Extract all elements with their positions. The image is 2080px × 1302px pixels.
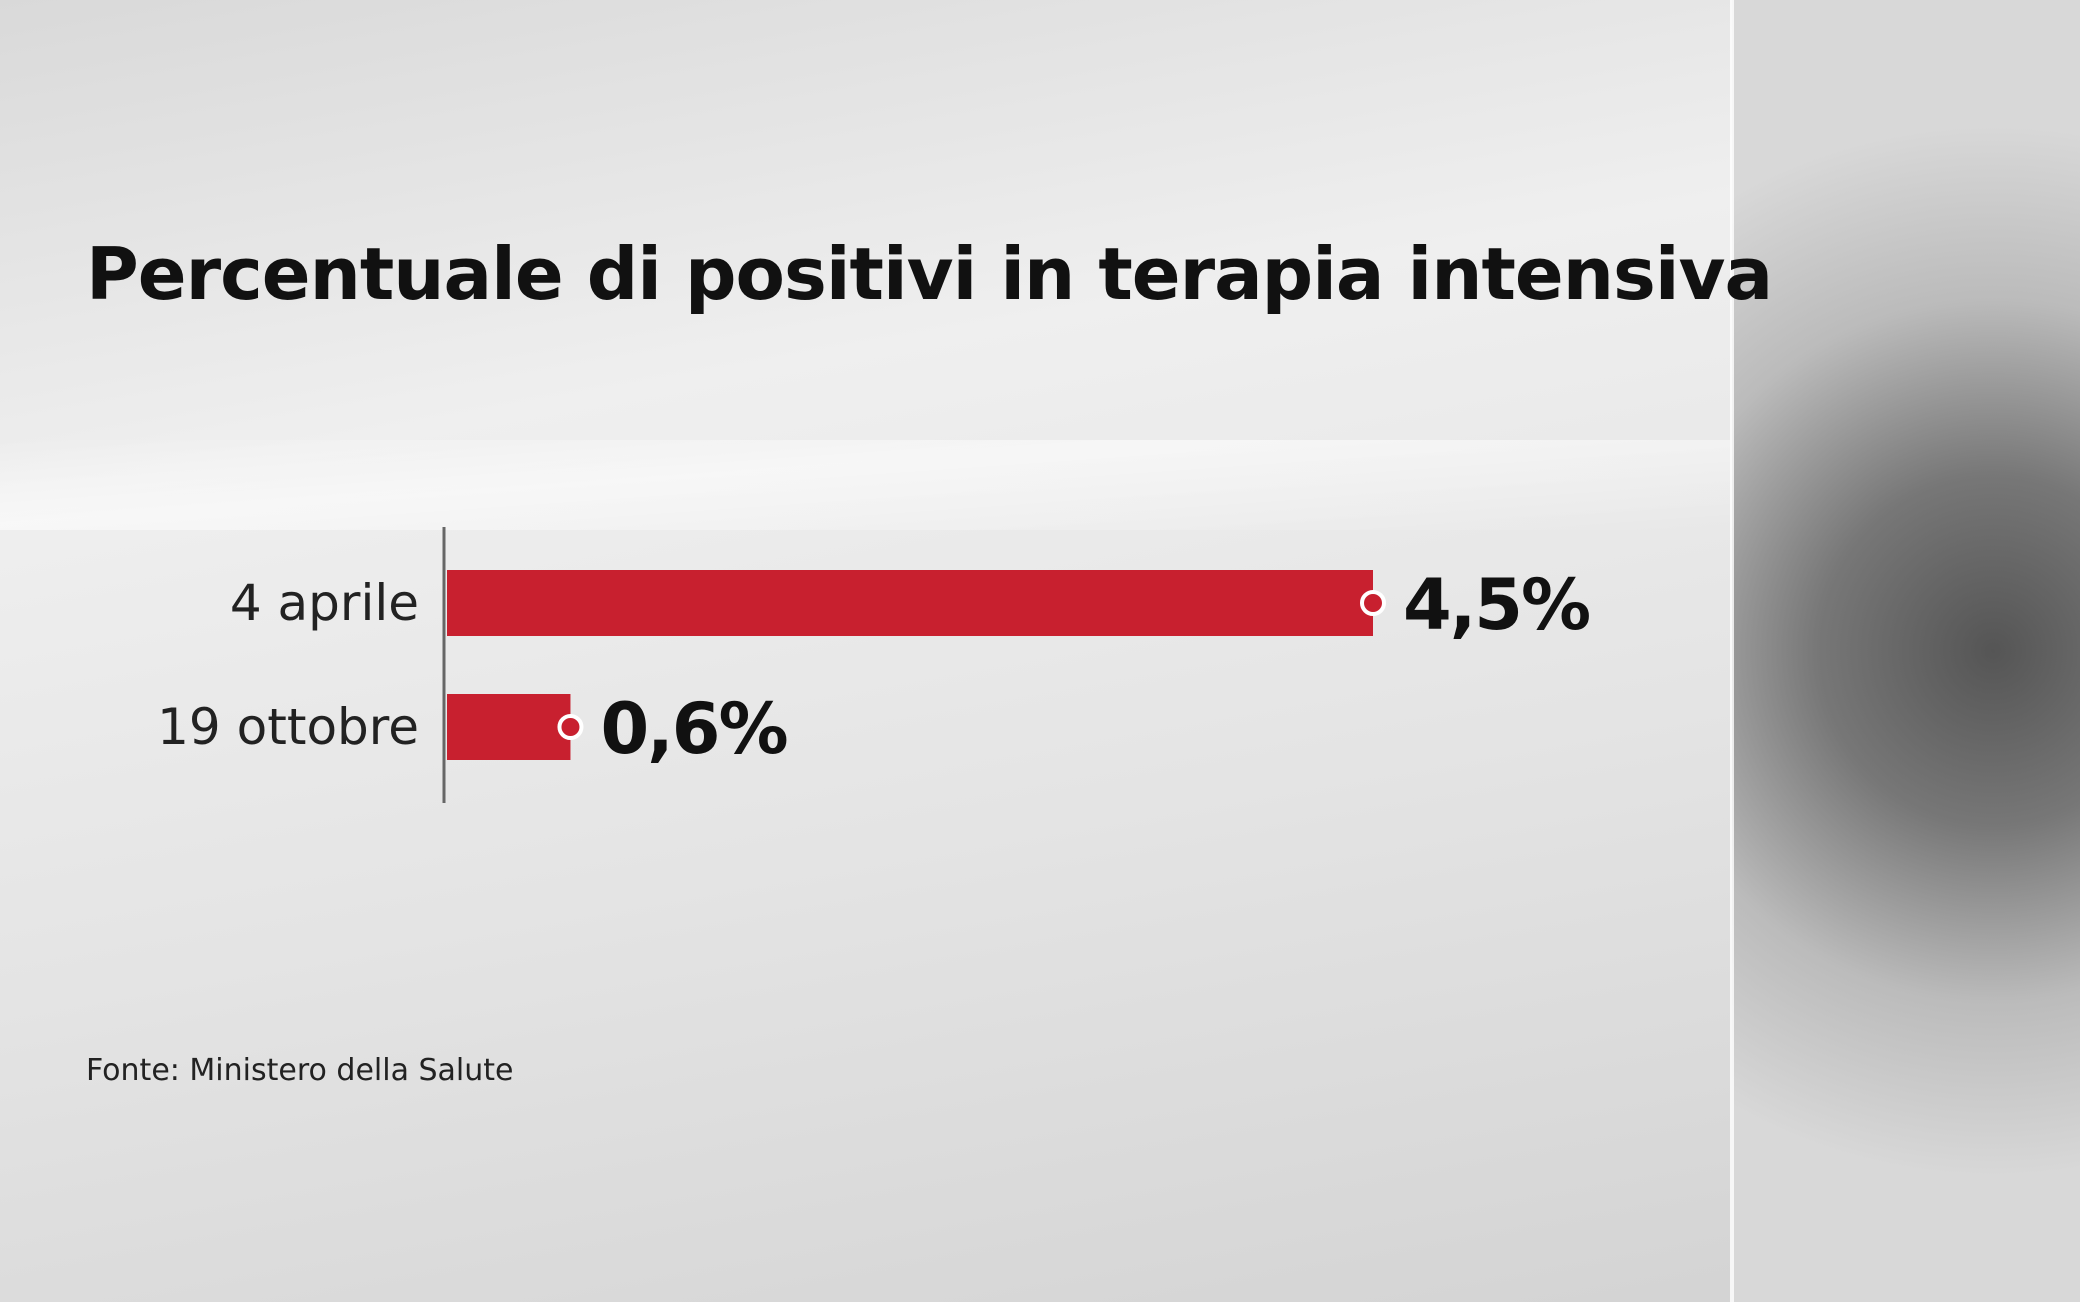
value-label: 0,6% <box>600 688 786 770</box>
bar <box>447 694 571 760</box>
background-band <box>0 440 1730 530</box>
source-note: Fonte: Ministero della Salute <box>86 1053 514 1088</box>
category-label: 19 ottobre <box>157 698 419 756</box>
bar-end-dot <box>557 714 584 740</box>
panel-divider <box>1730 0 1734 1302</box>
chart-title: Percentuale di positivi in terapia inten… <box>86 232 1773 316</box>
virus-image <box>1732 0 2080 1302</box>
bar <box>447 570 1373 636</box>
bar-end-dot <box>1360 590 1386 616</box>
value-label: 4,5% <box>1403 564 1589 646</box>
category-label: 4 aprile <box>230 574 419 632</box>
